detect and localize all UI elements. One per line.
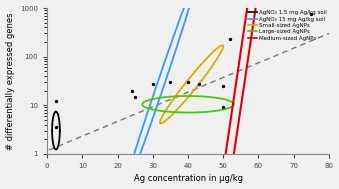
Y-axis label: # differentially expressed genes: # differentially expressed genes	[5, 12, 15, 150]
Legend: AgNO₃ 1.5 mg Ag/kg soil, AgNO₃ 15 mg Ag/kg soil, Small-sized AgNPs, Large-sized : AgNO₃ 1.5 mg Ag/kg soil, AgNO₃ 15 mg Ag/…	[247, 9, 328, 42]
X-axis label: Ag concentration in μg/kg: Ag concentration in μg/kg	[134, 174, 242, 184]
